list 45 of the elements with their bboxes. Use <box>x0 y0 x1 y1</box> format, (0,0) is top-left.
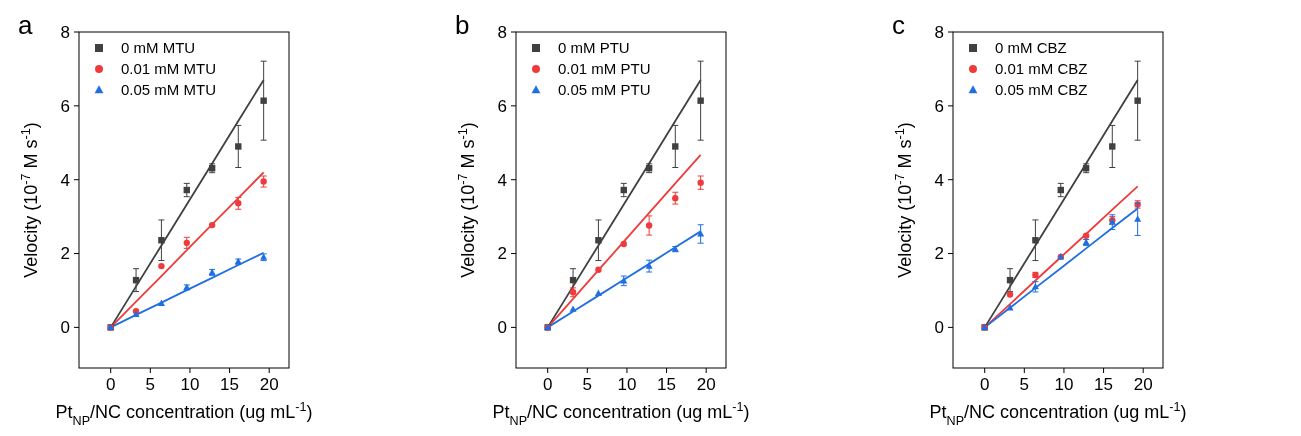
x-tick-label: 20 <box>696 375 716 394</box>
x-tick-label: 0 <box>105 375 116 394</box>
y-tick-label: 2 <box>497 244 507 264</box>
x-axis-title: Pt$_{NP}$/NC concentration (ug mL$^{-1}$) <box>492 400 750 428</box>
x-tick-label: 10 <box>1054 375 1074 394</box>
legend-label: 0.05 mM MTU <box>121 81 217 99</box>
x-tick-label: 0 <box>979 375 990 394</box>
x-tick-label: 20 <box>259 375 279 394</box>
y-tick-label: 8 <box>497 22 507 42</box>
y-tick-label: 4 <box>934 170 944 190</box>
x-axis-title: Pt$_{NP}$/NC concentration (ug mL$^{-1}$) <box>929 400 1187 428</box>
x-tick-label: 5 <box>1019 375 1030 394</box>
y-tick-label: 6 <box>934 96 944 116</box>
y-tick-label: 0 <box>934 318 944 338</box>
y-tick-label: 8 <box>934 22 944 42</box>
y-tick-label: 2 <box>934 244 944 264</box>
x-tick-label: 20 <box>1133 375 1153 394</box>
y-tick-label: 2 <box>60 244 70 264</box>
x-tick-label: 15 <box>220 375 240 394</box>
legend-label: 0.01 mM PTU <box>558 60 651 78</box>
x-tick-label: 15 <box>1094 375 1114 394</box>
legend-label: 0.01 mM MTU <box>121 60 217 78</box>
legend-label: 0 mM CBZ <box>995 39 1067 57</box>
text: b <box>455 10 470 40</box>
legend-label: 0 mM MTU <box>121 39 196 57</box>
legend-label: 0.05 mM CBZ <box>995 81 1088 99</box>
x-axis-title: Pt$_{NP}$/NC concentration (ug mL$^{-1}$) <box>55 400 313 428</box>
x-tick-label: 15 <box>657 375 677 394</box>
x-tick-label: 0 <box>542 375 553 394</box>
y-tick-label: 8 <box>60 22 70 42</box>
y-tick-label: 0 <box>497 318 507 338</box>
x-tick-label: 10 <box>617 375 637 394</box>
y-tick-label: 4 <box>60 170 70 190</box>
y-tick-label: 0 <box>60 318 70 338</box>
x-tick-label: 5 <box>145 375 156 394</box>
x-tick-label: 5 <box>582 375 593 394</box>
text: a <box>18 10 33 40</box>
x-tick-label: 10 <box>180 375 200 394</box>
y-tick-label: 6 <box>497 96 507 116</box>
y-tick-label: 4 <box>497 170 507 190</box>
legend-label: 0 mM PTU <box>558 39 630 57</box>
legend-label: 0.05 mM PTU <box>558 81 651 99</box>
legend-label: 0.01 mM CBZ <box>995 60 1088 78</box>
text: c <box>892 10 905 40</box>
y-tick-label: 6 <box>60 96 70 116</box>
